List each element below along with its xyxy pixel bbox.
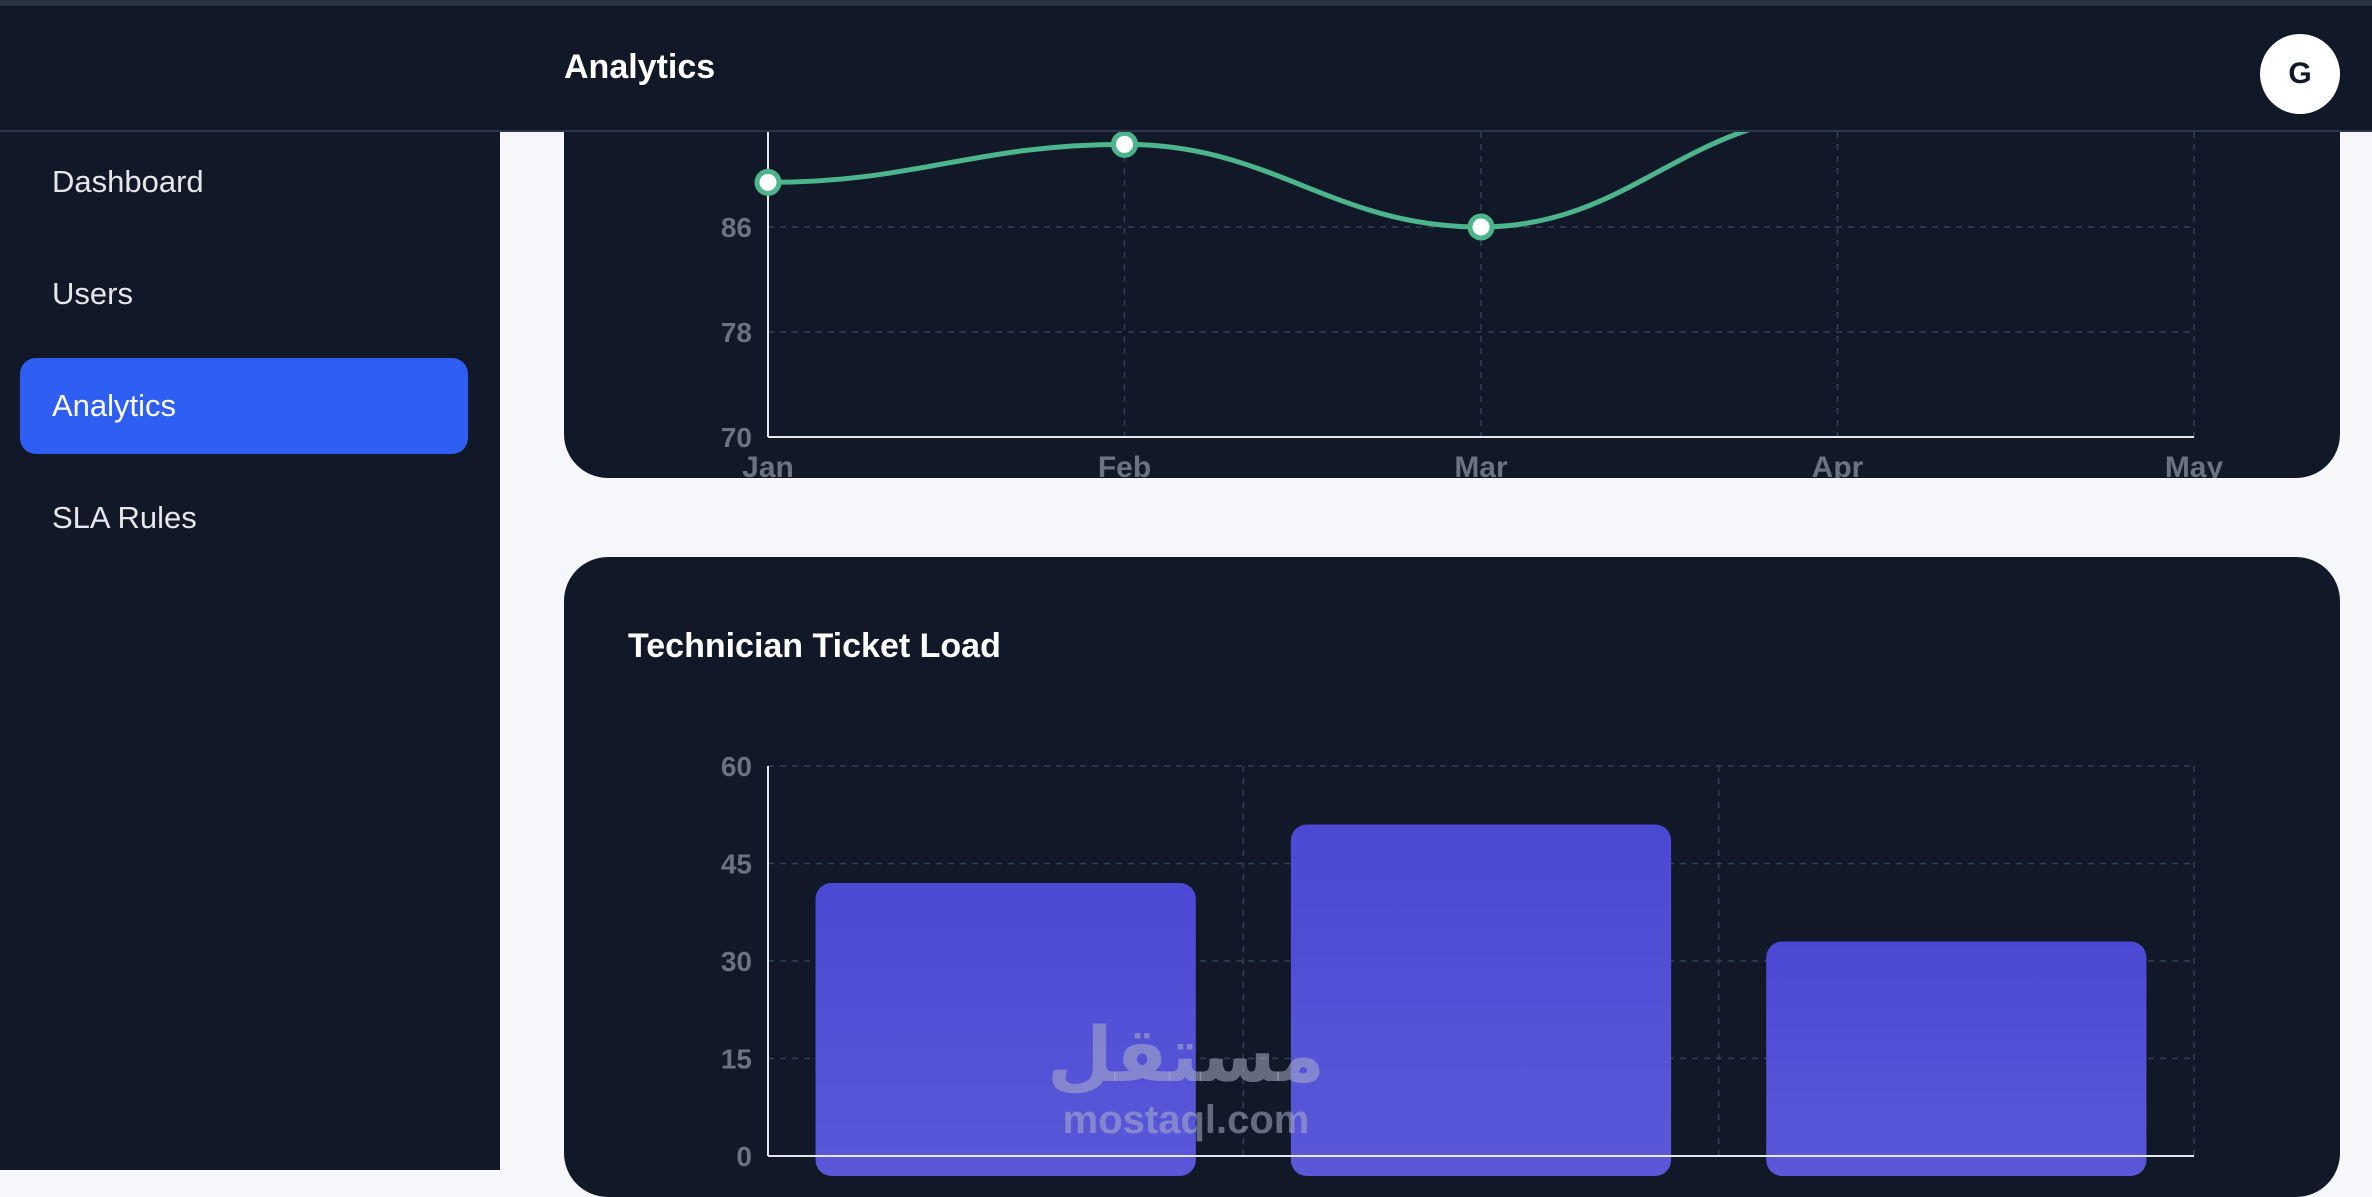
data-point — [1467, 213, 1495, 241]
bar-chart: 0 15 30 45 60 — [721, 751, 2195, 1176]
y-tick-label: 60 — [721, 751, 752, 782]
y-tick-label: 45 — [721, 849, 752, 880]
x-tick-label: Feb — [1098, 451, 1151, 478]
y-tick-label: 0 — [736, 1141, 752, 1172]
bar — [1290, 824, 1672, 1176]
x-tick-label: Apr — [1812, 451, 1864, 478]
y-tick-label: 70 — [721, 422, 752, 453]
chart-title: Technician Ticket Load — [628, 627, 1001, 665]
user-avatar[interactable]: G — [2260, 34, 2340, 114]
y-tick-label: 78 — [721, 317, 752, 348]
sidebar-item-users[interactable]: Users — [52, 276, 133, 311]
sidebar-nav: Dashboard Users Analytics SLA Rules — [20, 134, 468, 582]
y-tick-label: 15 — [721, 1044, 752, 1075]
page-title: Analytics — [564, 48, 716, 86]
y-tick-label: 86 — [721, 212, 752, 243]
sidebar-item-analytics[interactable]: Analytics — [20, 358, 468, 454]
x-tick-label: Mar — [1454, 451, 1508, 478]
bar — [1766, 941, 2147, 1176]
data-point — [1111, 130, 1138, 158]
sidebar-item-dashboard[interactable]: Dashboard — [52, 164, 204, 199]
top-header: Analytics G — [0, 6, 2372, 132]
data-point — [754, 168, 782, 196]
bar — [815, 883, 1196, 1176]
sidebar-item-sla-rules[interactable]: SLA Rules — [52, 500, 197, 535]
x-tick-label: Jan — [742, 451, 794, 478]
x-tick-label: May — [2165, 451, 2224, 478]
y-tick-label: 30 — [721, 946, 752, 977]
technician-ticket-load-card: Technician Ticket Load 0 15 30 45 60 — [564, 557, 2340, 1197]
sidebar — [0, 6, 500, 1170]
window-top-strip — [0, 0, 2372, 6]
